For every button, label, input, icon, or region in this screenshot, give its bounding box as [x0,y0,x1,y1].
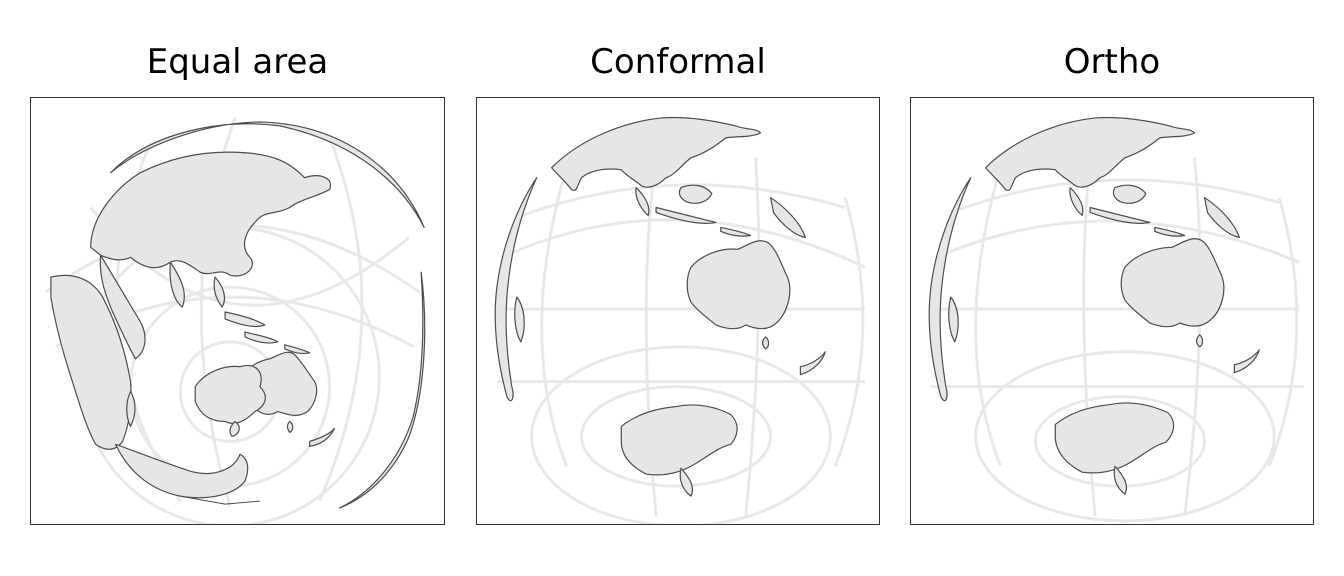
panel-title-conformal: Conformal [590,42,766,82]
land [928,116,1260,495]
land [50,121,426,509]
map-panel-conformal [476,97,880,525]
map-panel-equal-area [30,97,445,525]
land [494,116,826,497]
panel-title-ortho: Ortho [1063,42,1161,82]
panel-title-equal-area: Equal area [146,42,329,82]
ortho-map [928,116,1305,523]
conformal-map [494,116,866,524]
equal-area-map [45,117,426,524]
map-panel-ortho [910,97,1314,525]
graticule [930,157,1305,523]
